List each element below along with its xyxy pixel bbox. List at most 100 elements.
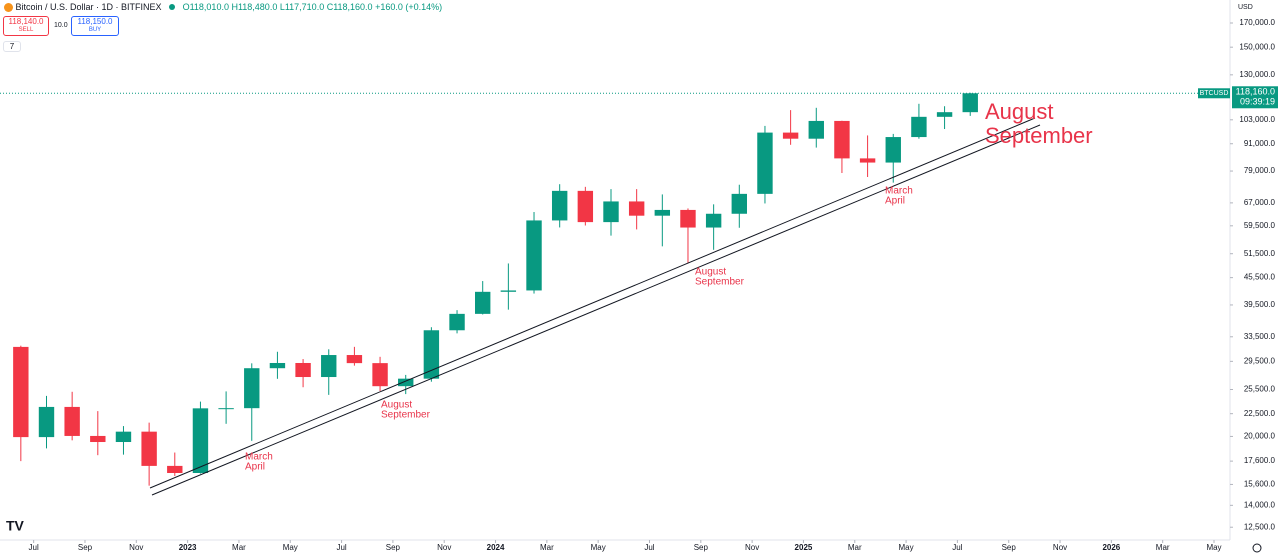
candle-body <box>244 368 260 409</box>
buy-price: 118,150.0 <box>77 17 113 26</box>
candle-body <box>141 431 157 466</box>
candle-body <box>346 355 363 364</box>
y-tick-label: 33,500.0 <box>1244 332 1276 341</box>
x-tick-label: 2026 <box>1102 543 1120 552</box>
ohlc: O118,010.0 H118,480.0 L117,710.0 C118,16… <box>182 2 443 12</box>
annotation: April <box>885 196 905 207</box>
y-tick-label: 67,000.0 <box>1244 198 1276 207</box>
price-tag <box>1232 86 1278 109</box>
annotation: September <box>695 277 745 288</box>
annotation: September <box>985 123 1093 148</box>
candle-body <box>962 93 978 113</box>
candle-body <box>449 313 465 331</box>
x-tick-label: Mar <box>540 543 554 552</box>
settings-icon[interactable] <box>1252 543 1262 553</box>
x-tick-label: Nov <box>437 543 451 552</box>
candle-body <box>38 406 55 438</box>
x-tick-label: Jul <box>952 543 962 552</box>
annotation: August <box>985 99 1054 124</box>
y-tick-label: 15,600.0 <box>1244 480 1276 489</box>
candle-body <box>603 201 619 223</box>
candle-body <box>577 190 594 223</box>
candle-body <box>475 291 491 314</box>
annotation: March <box>885 186 913 197</box>
candle-body <box>372 363 388 387</box>
sell-button[interactable]: 118,140.0 SELL <box>3 16 49 36</box>
candle-body <box>398 378 414 387</box>
candle-body <box>269 362 286 369</box>
x-tick-label: 2024 <box>487 543 505 552</box>
candle-body <box>526 220 542 291</box>
annotation: August <box>695 267 726 278</box>
x-tick-label: Sep <box>78 543 93 552</box>
price-label: BTCUSD 118,160.0 09:39:19 <box>1198 86 1278 109</box>
sell-price: 118,140.0 <box>8 17 44 26</box>
y-tick-label: 29,500.0 <box>1244 356 1276 365</box>
candle-body <box>90 435 106 443</box>
candle-body <box>705 213 722 228</box>
currency: USD <box>1238 4 1253 11</box>
candle-body <box>731 193 747 214</box>
symbol: Bitcoin / U.S. Dollar · 1D · BITFINEX <box>15 2 162 12</box>
x-tick-label: May <box>899 543 914 552</box>
candle-body <box>551 190 568 221</box>
x-tick-label: 2025 <box>795 543 813 552</box>
candle-body <box>321 355 337 378</box>
symbol-tag <box>1198 88 1230 99</box>
y-tick-label: 22,500.0 <box>1244 409 1276 418</box>
x-tick-label: Nov <box>745 543 759 552</box>
logo: TV <box>6 518 25 534</box>
trend-line <box>151 124 1041 496</box>
indicators-toggle[interactable]: 7 <box>3 41 21 52</box>
x-tick-label: May <box>283 543 298 552</box>
x-tick-label: Jul <box>644 543 654 552</box>
candle-body <box>192 408 209 474</box>
candle-body <box>423 330 440 379</box>
x-tick-label: Mar <box>1156 543 1170 552</box>
marks <box>0 92 1198 486</box>
y-tick-label: 59,500.0 <box>1244 221 1276 230</box>
candle-body <box>218 408 234 410</box>
x-tick-label: Mar <box>848 543 862 552</box>
candle-body <box>115 431 132 443</box>
annotation: April <box>245 462 265 473</box>
annotation: September <box>381 410 431 421</box>
candle-body <box>654 209 671 216</box>
y-tick-label: 39,500.0 <box>1244 300 1276 309</box>
coin-icon <box>4 3 13 13</box>
buy-button[interactable]: 118,150.0 BUY <box>71 16 119 36</box>
x-tick-label: Sep <box>1002 543 1017 552</box>
spread: 10.0 <box>54 22 68 29</box>
candle-body <box>757 132 773 194</box>
y-tick-label: 79,000.0 <box>1244 166 1276 175</box>
x-tick-label: Nov <box>1053 543 1067 552</box>
price-tag-text: 118,160.0 <box>1236 87 1275 97</box>
candle-body <box>834 120 850 159</box>
annotation: March <box>245 452 273 463</box>
candle-body <box>808 120 824 139</box>
x-tick-label: May <box>1206 543 1221 552</box>
candle-body <box>911 116 927 138</box>
candle-body <box>64 406 80 436</box>
candle-body <box>885 137 901 163</box>
y-tick-label: 103,000.0 <box>1239 115 1275 124</box>
buy-label: BUY <box>88 27 102 33</box>
x-tick-label: Jul <box>29 543 39 552</box>
y-tick-label: 91,000.0 <box>1244 139 1276 148</box>
status-dot <box>169 4 176 10</box>
candle-body <box>500 290 517 292</box>
candle-body <box>859 158 876 163</box>
x-tick-label: Sep <box>386 543 401 552</box>
candle-body <box>628 201 645 216</box>
y-tick-label: 51,500.0 <box>1244 249 1276 258</box>
symbol-tag-text: BTCUSD <box>1200 90 1229 97</box>
trend-line <box>149 117 1036 489</box>
candle-body <box>680 209 696 228</box>
x-tick-label: Jul <box>336 543 346 552</box>
annotation: August <box>381 400 412 411</box>
y-tick-label: 14,000.0 <box>1244 500 1276 509</box>
x-tick-label: Nov <box>129 543 143 552</box>
y-tick-label: 170,000.0 <box>1239 18 1275 27</box>
